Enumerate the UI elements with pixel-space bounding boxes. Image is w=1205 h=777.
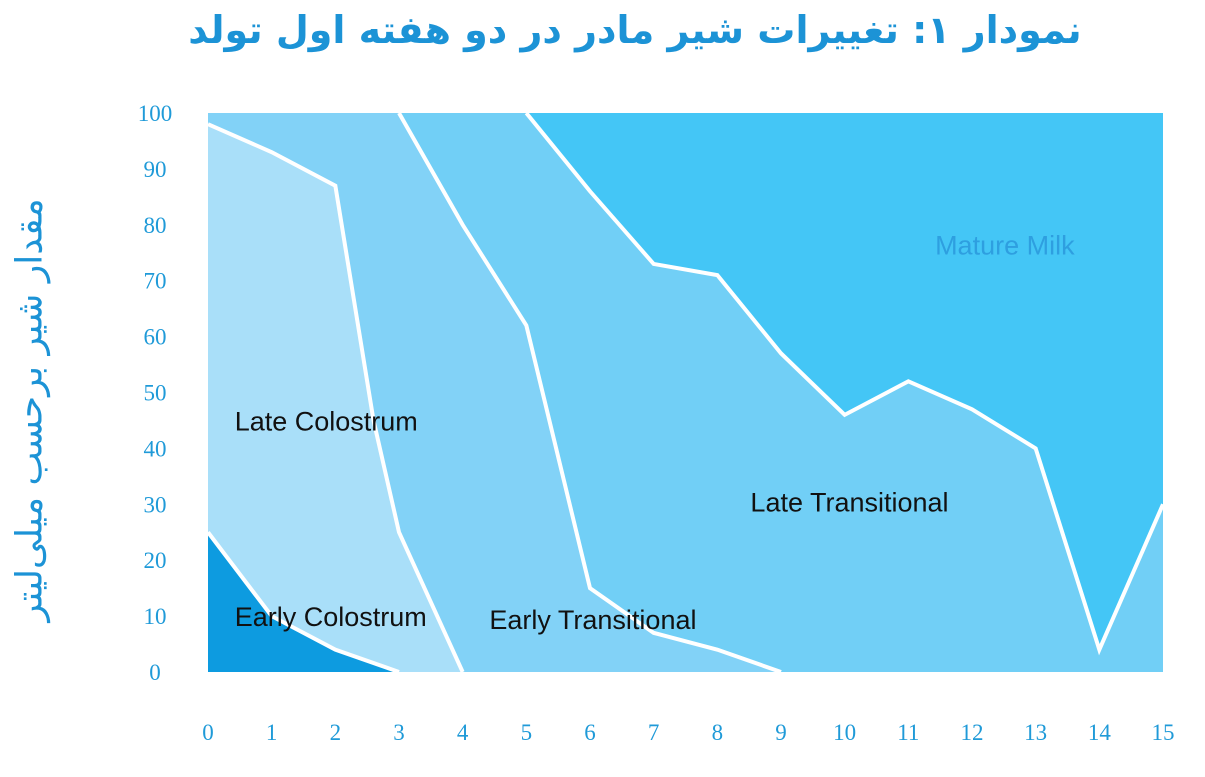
x-tick-label: 8 [712, 720, 724, 745]
x-tick-label: 10 [833, 720, 856, 745]
x-tick-label: 0 [202, 720, 214, 745]
region-areas [208, 113, 1163, 673]
x-tick-label: 9 [775, 720, 787, 745]
x-axis-ticks: 0 1 2 3 4 5 6 7 8 9 10 11 12 13 14 15 [202, 720, 1174, 745]
x-tick-label: 3 [393, 720, 405, 745]
x-tick-label: 4 [457, 720, 469, 745]
y-axis-ticks: 0 10 20 30 40 50 60 70 80 90 100 [138, 101, 173, 685]
y-tick-label: 10 [144, 604, 167, 629]
x-tick-label: 11 [897, 720, 919, 745]
y-tick-label: 80 [144, 213, 167, 238]
boundary-line [524, 111, 1165, 656]
region-area [208, 532, 399, 672]
region-label: Early Transitional [489, 605, 696, 635]
x-tick-label: 5 [521, 720, 533, 745]
y-tick-label: 90 [144, 157, 167, 182]
region-label: Mature Milk [935, 230, 1075, 260]
x-tick-label: 13 [1024, 720, 1047, 745]
boundary-line [397, 112, 782, 674]
boundary-line [207, 122, 465, 673]
y-tick-label: 30 [144, 492, 167, 517]
x-tick-label: 7 [648, 720, 660, 745]
x-tick-label: 14 [1088, 720, 1112, 745]
x-tick-label: 6 [584, 720, 596, 745]
x-tick-label: 15 [1152, 720, 1175, 745]
region-label: Late Transitional [750, 488, 948, 518]
y-tick-label: 60 [144, 325, 167, 350]
x-tick-label: 1 [266, 720, 278, 745]
y-tick-label: 50 [144, 381, 167, 406]
region-labels: Early Colostrum Late Colostrum Early Trans… [235, 230, 1075, 635]
x-tick-label: 12 [961, 720, 984, 745]
y-tick-label: 20 [144, 548, 167, 573]
chart-title: نمودار ۱: تغییرات شیر مادر در دو هفته او… [188, 8, 1082, 52]
region-label: Early Colostrum [235, 602, 427, 632]
region-label: Late Colostrum [235, 406, 418, 436]
boundary-line [206, 531, 400, 674]
boundary-lines [206, 111, 1165, 674]
y-tick-label: 70 [144, 269, 167, 294]
y-tick-label: 40 [144, 436, 167, 461]
y-tick-label: 0 [149, 660, 161, 685]
y-tick-label: 100 [138, 101, 173, 126]
x-tick-label: 2 [330, 720, 342, 745]
